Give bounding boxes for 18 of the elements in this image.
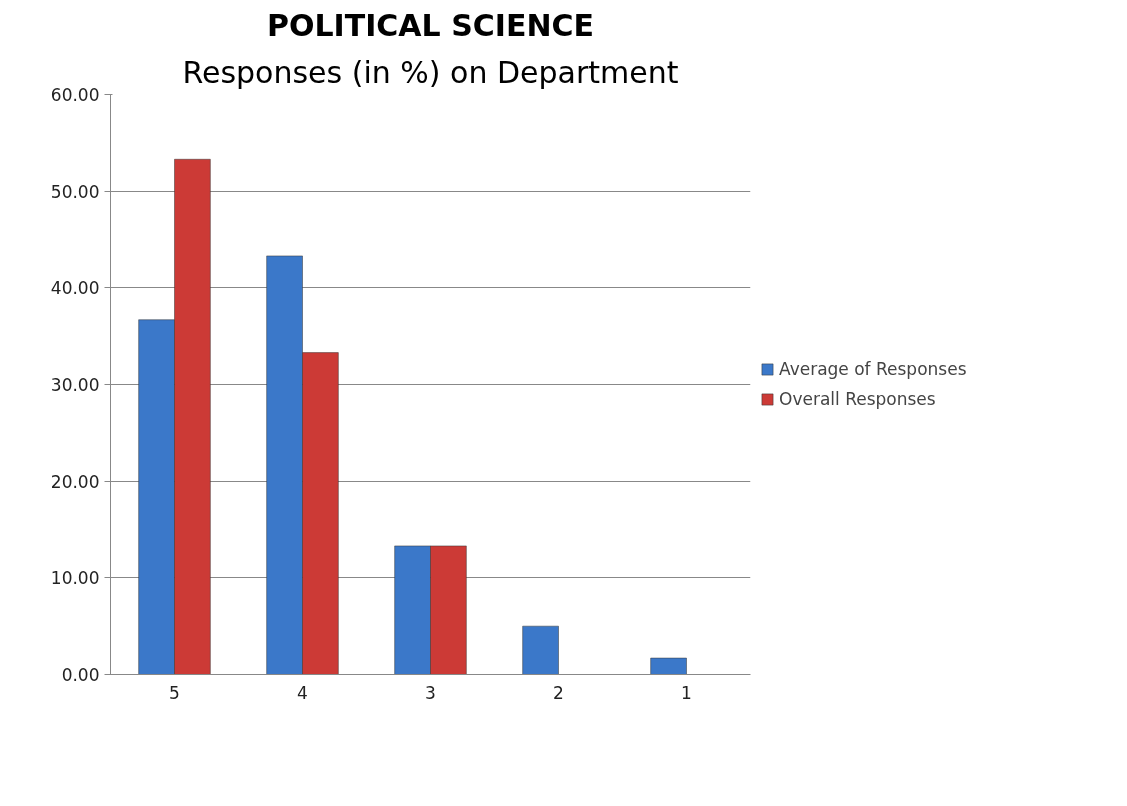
x-tick-label: 3 [425, 682, 436, 703]
bar [650, 657, 687, 675]
y-tick-label: 10.00 [50, 568, 100, 589]
x-tick-label: 5 [169, 682, 180, 703]
chart-subtitle: Responses (in %) on Department [182, 54, 679, 90]
y-tick-label: 50.00 [50, 181, 100, 202]
x-tick-label: 2 [553, 682, 564, 703]
y-tick-label: 40.00 [50, 278, 100, 299]
x-tick-label: 1 [681, 682, 692, 703]
x-tick-label: 4 [297, 682, 308, 703]
bar [522, 625, 559, 675]
y-tick-label: 20.00 [50, 471, 100, 492]
legend-label: Overall Responses [779, 389, 936, 409]
chart-title: POLITICAL SCIENCE [266, 7, 595, 43]
y-tick-label: 0.00 [61, 665, 100, 685]
y-tick-label: 30.00 [50, 375, 100, 395]
y-tick-label: 60.00 [50, 85, 100, 105]
legend-label: Average of Responses [779, 359, 967, 379]
